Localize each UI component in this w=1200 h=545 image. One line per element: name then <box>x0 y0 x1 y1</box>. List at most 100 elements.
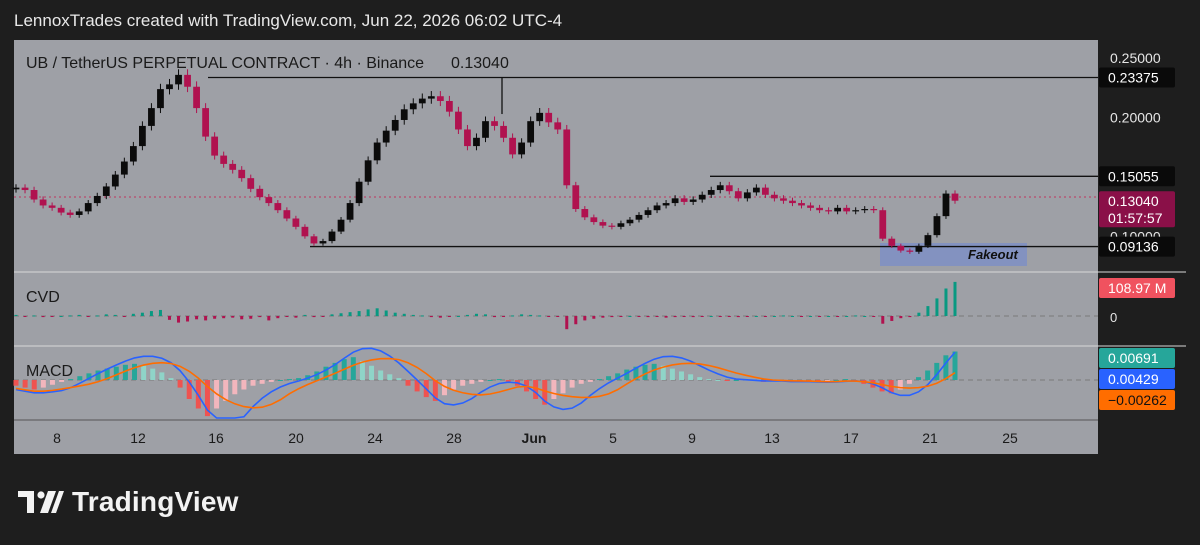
candle-body <box>527 121 535 143</box>
y-tick-label: 0.25000 <box>1110 50 1161 66</box>
cvd-bar <box>818 316 822 317</box>
cvd-zero-label: 0 <box>1110 310 1117 325</box>
macd-histogram-bar <box>396 378 402 380</box>
x-tick-label: 21 <box>922 430 938 446</box>
cvd-bar <box>926 306 930 316</box>
cvd-bar <box>727 316 731 317</box>
macd-histogram-bar <box>13 380 19 386</box>
macd-histogram-bar <box>177 380 183 388</box>
cvd-bar <box>23 316 27 317</box>
x-tick-label: 20 <box>288 430 304 446</box>
candle-body <box>247 178 255 189</box>
candle-body <box>626 219 634 224</box>
candle-body <box>364 160 372 182</box>
cvd-bar <box>339 313 343 316</box>
macd-histogram-bar <box>943 355 949 380</box>
cvd-bar <box>646 316 650 318</box>
cvd-bar <box>411 314 415 316</box>
candle-body <box>752 187 760 193</box>
fakeout-label: Fakeout <box>968 247 1019 262</box>
cvd-bar <box>664 316 668 318</box>
candle-body <box>301 226 309 237</box>
cvd-bar <box>574 316 578 325</box>
macd-histogram-bar <box>141 365 147 380</box>
candle-body <box>879 210 887 239</box>
macd-histogram-bar <box>286 379 292 381</box>
macd-histogram-bar <box>642 364 648 380</box>
macd-histogram-bar <box>132 363 138 380</box>
cvd-bar <box>556 316 560 317</box>
candle-body <box>951 193 959 201</box>
macd-histogram-bar <box>697 377 703 380</box>
cvd-bar <box>619 316 623 317</box>
cvd-bar <box>529 314 533 316</box>
candle-body <box>762 187 769 195</box>
x-tick-label: 17 <box>843 430 859 446</box>
macd-histogram-bar <box>232 380 238 395</box>
cvd-bar <box>140 312 144 316</box>
candle-body <box>455 111 462 130</box>
cvd-bar <box>908 316 912 318</box>
cvd-bar <box>800 316 804 317</box>
candle-body <box>563 129 571 186</box>
candle-body <box>725 185 733 192</box>
candle-body <box>292 218 300 227</box>
cvd-bar <box>294 316 298 318</box>
candle-body <box>346 203 354 220</box>
x-tick-label: 16 <box>208 430 224 446</box>
candle-body <box>229 163 237 170</box>
candle-body <box>662 203 670 206</box>
cvd-bar <box>465 314 469 316</box>
cvd-bar <box>32 315 36 317</box>
cvd-bar <box>718 316 722 317</box>
level-tag: 0.09136 <box>1108 239 1159 255</box>
cvd-bar <box>186 316 190 322</box>
candle-body <box>319 241 327 244</box>
macd-histogram-bar <box>68 379 74 381</box>
candle-body <box>436 96 444 101</box>
macd-histogram-bar <box>651 363 657 380</box>
cvd-bar <box>700 316 704 317</box>
cvd-bar <box>511 315 515 317</box>
macd-line-tag-bg <box>1099 369 1175 389</box>
macd-histogram-bar <box>296 378 302 380</box>
macd-histogram-bar <box>624 369 630 380</box>
macd-histogram-bar <box>40 380 46 388</box>
candle-body <box>608 225 616 227</box>
cvd-bar <box>95 315 99 317</box>
cvd-bar <box>429 316 433 318</box>
macd-histogram-bar <box>660 365 666 380</box>
macd-histogram-bar <box>314 371 320 380</box>
candle-body <box>283 210 291 219</box>
macd-histogram-bar <box>186 380 192 399</box>
tradingview-brand[interactable]: TradingView <box>18 484 239 520</box>
macd-histogram-bar <box>49 380 55 385</box>
cvd-bar <box>881 316 885 324</box>
cvd-bar <box>167 316 171 320</box>
cvd-bar <box>610 316 614 318</box>
candle-body <box>445 100 453 112</box>
cvd-bar <box>14 314 18 316</box>
candle-body <box>157 89 164 109</box>
macd-histogram-bar <box>159 372 165 380</box>
cvd-bar <box>258 316 262 318</box>
macd-histogram-bar <box>378 370 384 380</box>
cvd-bar <box>321 316 325 317</box>
macd-histogram-bar <box>223 380 229 401</box>
macd-histogram-bar <box>277 380 283 381</box>
cvd-bar <box>240 316 244 320</box>
cvd-title: CVD <box>26 289 60 306</box>
macd-histogram-bar <box>606 376 612 380</box>
cvd-bar <box>655 316 659 317</box>
cvd-bar <box>583 316 587 321</box>
candle-body <box>418 98 426 104</box>
macd-histogram-bar <box>669 368 675 380</box>
macd-histogram-bar <box>259 380 265 384</box>
candle-body <box>590 217 598 223</box>
candle-body <box>391 119 399 131</box>
macd-histogram-bar <box>496 379 502 381</box>
macd-histogram-bar <box>587 380 593 382</box>
macd-histogram-bar <box>77 376 83 380</box>
cvd-bar <box>809 316 813 317</box>
